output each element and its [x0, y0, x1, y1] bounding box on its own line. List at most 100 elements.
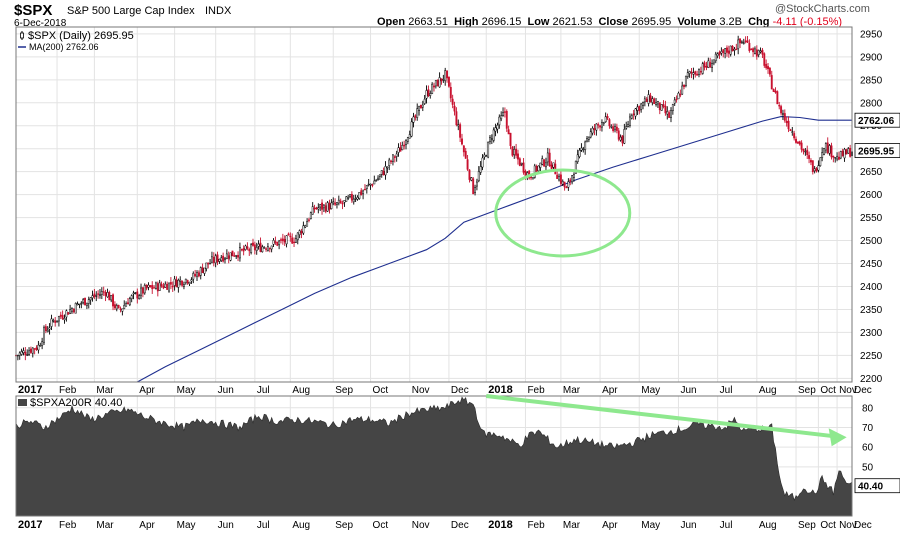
price-candle-body — [378, 174, 381, 177]
price-candle-body — [627, 123, 630, 127]
price-xtick-label: Apr — [139, 385, 155, 396]
price-candle-body — [768, 67, 771, 75]
price-candle-body — [164, 283, 167, 288]
price-candle-body — [459, 124, 462, 138]
price-candle-body — [345, 196, 348, 202]
price-candle-body — [587, 136, 590, 140]
price-candle-body — [46, 329, 49, 332]
price-candle-body — [798, 141, 801, 145]
price-candle-body — [821, 152, 824, 159]
price-candle-body — [656, 100, 659, 105]
price-candle-body — [54, 320, 57, 323]
price-candle-body — [196, 272, 198, 277]
price-candle-body — [253, 244, 256, 251]
price-candle-body — [50, 318, 53, 327]
price-candle-body — [535, 165, 538, 172]
price-candle-body — [332, 201, 335, 204]
breadth-last-tag: 40.40 — [858, 482, 883, 493]
price-candle-body — [569, 179, 572, 182]
breadth-xtick-label: Dec — [854, 520, 872, 531]
price-candle-body — [141, 287, 144, 294]
price-candle-body — [128, 298, 131, 306]
area-icon — [18, 399, 27, 406]
price-candle-body — [179, 279, 182, 282]
price-candle-body — [362, 190, 365, 195]
breadth-xtick-label: 2017 — [18, 519, 42, 531]
price-candle-body — [466, 159, 469, 170]
price-candle-body — [72, 309, 75, 313]
price-xtick-label: Nov — [839, 385, 857, 396]
price-candle-body — [574, 160, 577, 174]
price-candle-body — [793, 133, 796, 139]
price-candle-body — [681, 85, 684, 95]
price-candle-body — [281, 238, 284, 241]
price-xtick-label: Nov — [412, 385, 430, 396]
price-candle-body — [733, 48, 736, 51]
price-candle-body — [115, 305, 118, 310]
price-candle-body — [125, 303, 128, 307]
price-candle-body — [104, 292, 107, 296]
price-candle-body — [477, 171, 480, 182]
price-candle-body — [350, 193, 353, 201]
price-candle-body — [306, 221, 309, 227]
trend-arrow-line — [486, 394, 835, 439]
price-candle-body — [410, 121, 413, 137]
price-candle-body — [530, 176, 532, 179]
price-candle-body — [97, 293, 100, 295]
price-candle-body — [843, 149, 846, 159]
price-candle-body — [802, 148, 805, 152]
price-candle-body — [84, 297, 86, 306]
price-candle-body — [505, 111, 508, 129]
price-ytick-label: 2250 — [860, 351, 883, 362]
price-candle-body — [406, 137, 409, 142]
price-ytick-label: 2300 — [860, 328, 883, 339]
breadth-ytick-label: 70 — [862, 423, 874, 434]
price-candle-body — [57, 316, 60, 322]
price-candle-body — [26, 354, 29, 356]
price-candle-body — [787, 120, 790, 130]
price-candle-body — [739, 38, 741, 44]
price-candle-body — [806, 149, 809, 156]
price-candle-body — [16, 354, 19, 357]
price-candle-body — [138, 295, 141, 300]
price-candle-body — [828, 145, 831, 154]
last-price-tag-box — [854, 143, 900, 158]
price-candle-body — [429, 93, 432, 96]
price-candle-body — [604, 116, 607, 123]
price-candle-body — [438, 77, 441, 88]
price-candle-body — [634, 108, 637, 117]
price-candle-body — [849, 147, 852, 157]
price-candle-body — [451, 98, 454, 105]
price-candle-body — [727, 50, 730, 54]
price-candle-body — [475, 181, 478, 187]
price-candle-body — [291, 237, 294, 244]
price-candle-body — [584, 141, 587, 151]
price-candle-body — [418, 105, 421, 111]
last-price-tag: 2695.95 — [858, 147, 895, 158]
price-candle-body — [658, 102, 661, 111]
price-candle-body — [425, 90, 428, 99]
price-candle-body — [100, 291, 103, 295]
price-candle-body — [744, 40, 747, 42]
price-candle-body — [24, 351, 27, 356]
price-xtick-label: Jul — [720, 385, 733, 396]
price-candle-body — [246, 246, 249, 249]
price-candle-body — [182, 284, 185, 287]
price-candle-body — [653, 98, 656, 105]
price-candle-body — [117, 304, 120, 309]
price-candle-body — [837, 156, 840, 160]
price-candle-body — [537, 165, 540, 172]
price-candle-body — [684, 75, 687, 86]
price-candle-body — [815, 168, 818, 172]
chart-date: 6-Dec-2018 — [14, 18, 67, 29]
price-candle-body — [132, 292, 135, 295]
price-candle-body — [698, 69, 700, 75]
price-candle-body — [401, 145, 404, 151]
ma200-line — [137, 116, 852, 383]
price-candle-body — [522, 162, 525, 173]
price-candle-body — [414, 115, 417, 118]
price-xtick-label: Aug — [759, 385, 777, 396]
price-ytick-label: 2550 — [860, 213, 883, 224]
price-candle-body — [177, 279, 180, 288]
price-candle-body — [543, 159, 546, 167]
